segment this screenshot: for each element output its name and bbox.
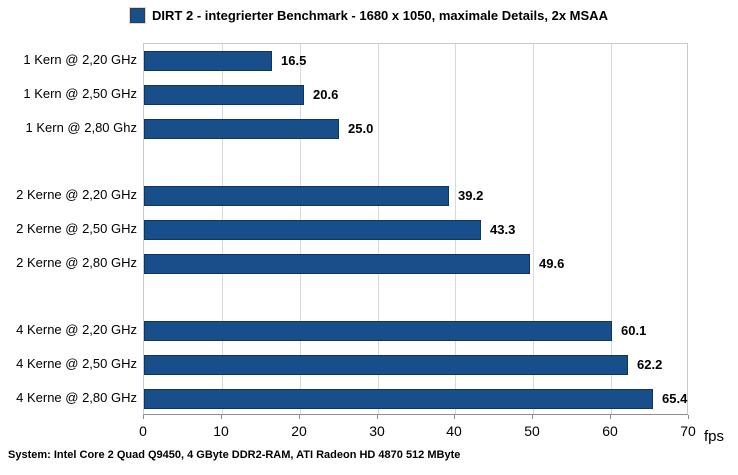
x-tick-mark-70: [688, 415, 689, 419]
bar-1: [144, 85, 304, 105]
x-tick-mark-20: [299, 415, 300, 419]
bar-0: [144, 51, 272, 71]
x-tick-mark-50: [532, 415, 533, 419]
bar-value-label-2: 25.0: [348, 121, 374, 136]
bar-3: [144, 186, 449, 206]
bar-2: [144, 119, 339, 139]
bar-value-label-5: 49.6: [539, 256, 565, 271]
legend-label: DIRT 2 - integrierter Benchmark - 1680 x…: [152, 8, 608, 23]
category-label-5: 2 Kerne @ 2,80 GHz: [16, 255, 137, 270]
bar-value-label-8: 65.4: [662, 391, 688, 406]
bar-value-label-4: 43.3: [490, 222, 516, 237]
bar-value-label-3: 39.2: [458, 188, 484, 203]
x-tick-label-40: 40: [446, 423, 462, 439]
category-label-2: 1 Kern @ 2,80 Ghz: [25, 120, 137, 135]
category-label-0: 1 Kern @ 2,20 GHz: [23, 52, 137, 67]
x-tick-label-0: 0: [139, 423, 147, 439]
x-tick-label-10: 10: [213, 423, 229, 439]
bar-8: [144, 389, 653, 409]
plot-area: 16.5 20.6 25.0 39.2 43.3 49.6 60.1 62.2 65.4: [143, 43, 688, 415]
bar-6: [144, 321, 612, 341]
x-tick-label-20: 20: [291, 423, 307, 439]
chart-legend: DIRT 2 - integrierter Benchmark - 1680 x…: [0, 7, 738, 24]
category-label-4: 2 Kerne @ 2,50 GHz: [16, 221, 137, 236]
x-tick-mark-10: [221, 415, 222, 419]
category-label-7: 4 Kerne @ 2,50 GHz: [16, 356, 137, 371]
category-label-3: 2 Kerne @ 2,20 GHz: [16, 187, 137, 202]
x-tick-label-60: 60: [602, 423, 618, 439]
bar-value-label-1: 20.6: [313, 87, 339, 102]
bar-5: [144, 254, 530, 274]
bar-value-label-7: 62.2: [637, 357, 663, 372]
legend-swatch-icon: [129, 7, 147, 24]
bar-4: [144, 220, 481, 240]
x-tick-mark-0: [143, 415, 144, 419]
x-tick-label-50: 50: [524, 423, 540, 439]
x-tick-mark-40: [454, 415, 455, 419]
category-label-1: 1 Kern @ 2,50 GHz: [23, 86, 137, 101]
bar-7: [144, 355, 628, 375]
x-axis-unit-label: fps: [704, 428, 725, 445]
category-label-8: 4 Kerne @ 2,80 GHz: [16, 390, 137, 405]
category-label-6: 4 Kerne @ 2,20 GHz: [16, 322, 137, 337]
gridline-50: [533, 44, 534, 414]
bar-value-label-6: 60.1: [621, 323, 647, 338]
bar-value-label-0: 16.5: [281, 53, 307, 68]
x-tick-mark-60: [610, 415, 611, 419]
system-info-note: System: Intel Core 2 Quad Q9450, 4 GByte…: [8, 449, 461, 461]
x-tick-mark-30: [377, 415, 378, 419]
x-tick-label-30: 30: [369, 423, 385, 439]
x-tick-label-70: 70: [680, 423, 696, 439]
gridline-60: [611, 44, 612, 414]
